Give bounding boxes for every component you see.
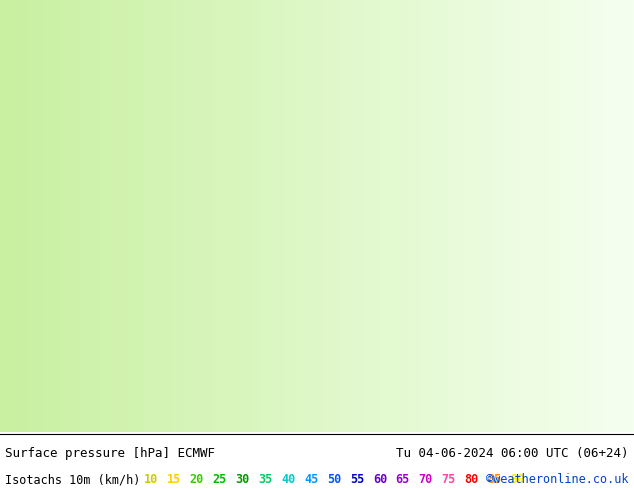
Text: 45: 45 — [304, 473, 318, 486]
Text: Surface pressure [hPa] ECMWF: Surface pressure [hPa] ECMWF — [5, 447, 215, 460]
Text: 65: 65 — [396, 473, 410, 486]
Text: 20: 20 — [190, 473, 204, 486]
Text: Isotachs 10m (km/h): Isotachs 10m (km/h) — [5, 473, 141, 486]
Text: 30: 30 — [235, 473, 250, 486]
Text: 80: 80 — [465, 473, 479, 486]
Text: Tu 04-06-2024 06:00 UTC (06+24): Tu 04-06-2024 06:00 UTC (06+24) — [396, 447, 629, 460]
Text: 40: 40 — [281, 473, 295, 486]
Text: 75: 75 — [441, 473, 456, 486]
Text: 60: 60 — [373, 473, 387, 486]
Text: 55: 55 — [350, 473, 364, 486]
Text: 85: 85 — [488, 473, 501, 486]
Text: ©weatheronline.co.uk: ©weatheronline.co.uk — [486, 473, 628, 486]
Text: 25: 25 — [212, 473, 227, 486]
Text: 50: 50 — [327, 473, 341, 486]
Text: 90: 90 — [510, 473, 524, 486]
Text: 35: 35 — [258, 473, 273, 486]
Text: 10: 10 — [144, 473, 158, 486]
Text: 15: 15 — [167, 473, 181, 486]
Text: 70: 70 — [418, 473, 433, 486]
